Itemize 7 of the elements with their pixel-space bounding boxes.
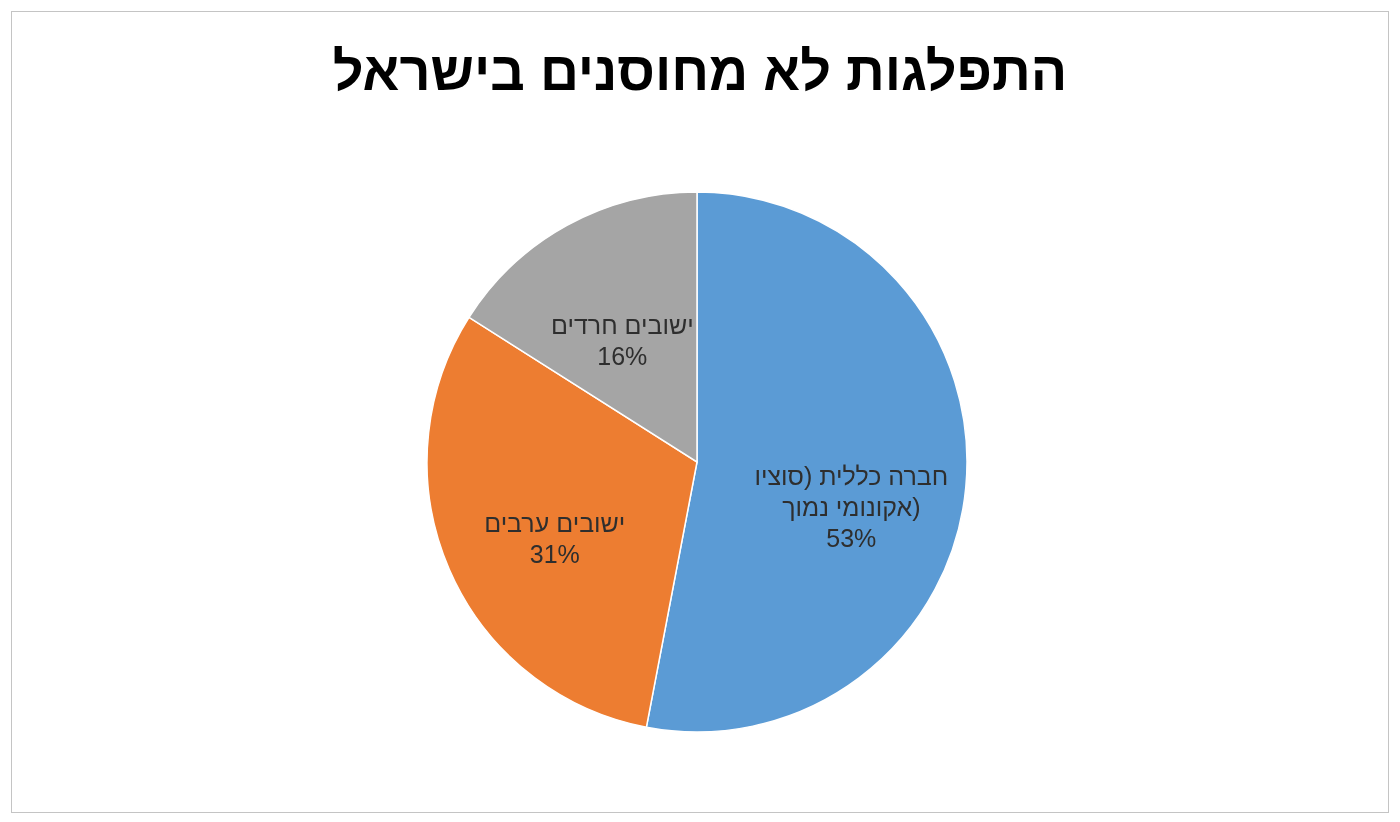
slice-label: ישובים חרדים — [550, 311, 694, 340]
data-label: 53% — [826, 523, 877, 552]
data-label: 16% — [597, 342, 648, 371]
slice-label: ישובים ערבים — [484, 508, 626, 537]
slice-label: חברה כללית (סוציו אקונומי נמוך) — [754, 461, 949, 521]
chart-title: התפלגות לא מחוסנים בישראל — [332, 41, 1068, 101]
data-label: 31% — [529, 539, 580, 568]
